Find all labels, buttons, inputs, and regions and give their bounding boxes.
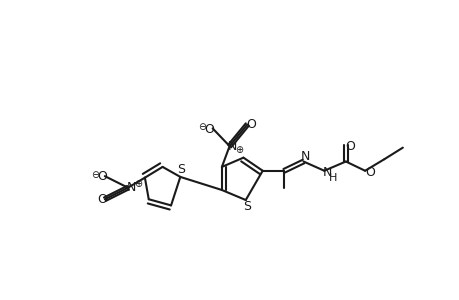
Text: S: S: [177, 164, 185, 176]
Text: O: O: [246, 118, 256, 131]
Text: ⊕: ⊕: [134, 179, 142, 189]
Text: N: N: [228, 140, 237, 153]
Text: H: H: [329, 173, 337, 183]
Text: N: N: [300, 150, 309, 163]
Text: N: N: [126, 181, 135, 194]
Text: O: O: [97, 169, 106, 183]
Text: N: N: [322, 166, 331, 179]
Text: ⊖: ⊖: [197, 122, 206, 132]
Text: O: O: [364, 166, 374, 179]
Text: ⊕: ⊕: [235, 145, 243, 155]
Text: O: O: [345, 140, 355, 153]
Text: O: O: [97, 193, 106, 206]
Text: S: S: [243, 200, 251, 213]
Text: ⊖: ⊖: [90, 169, 99, 180]
Text: O: O: [203, 123, 213, 136]
